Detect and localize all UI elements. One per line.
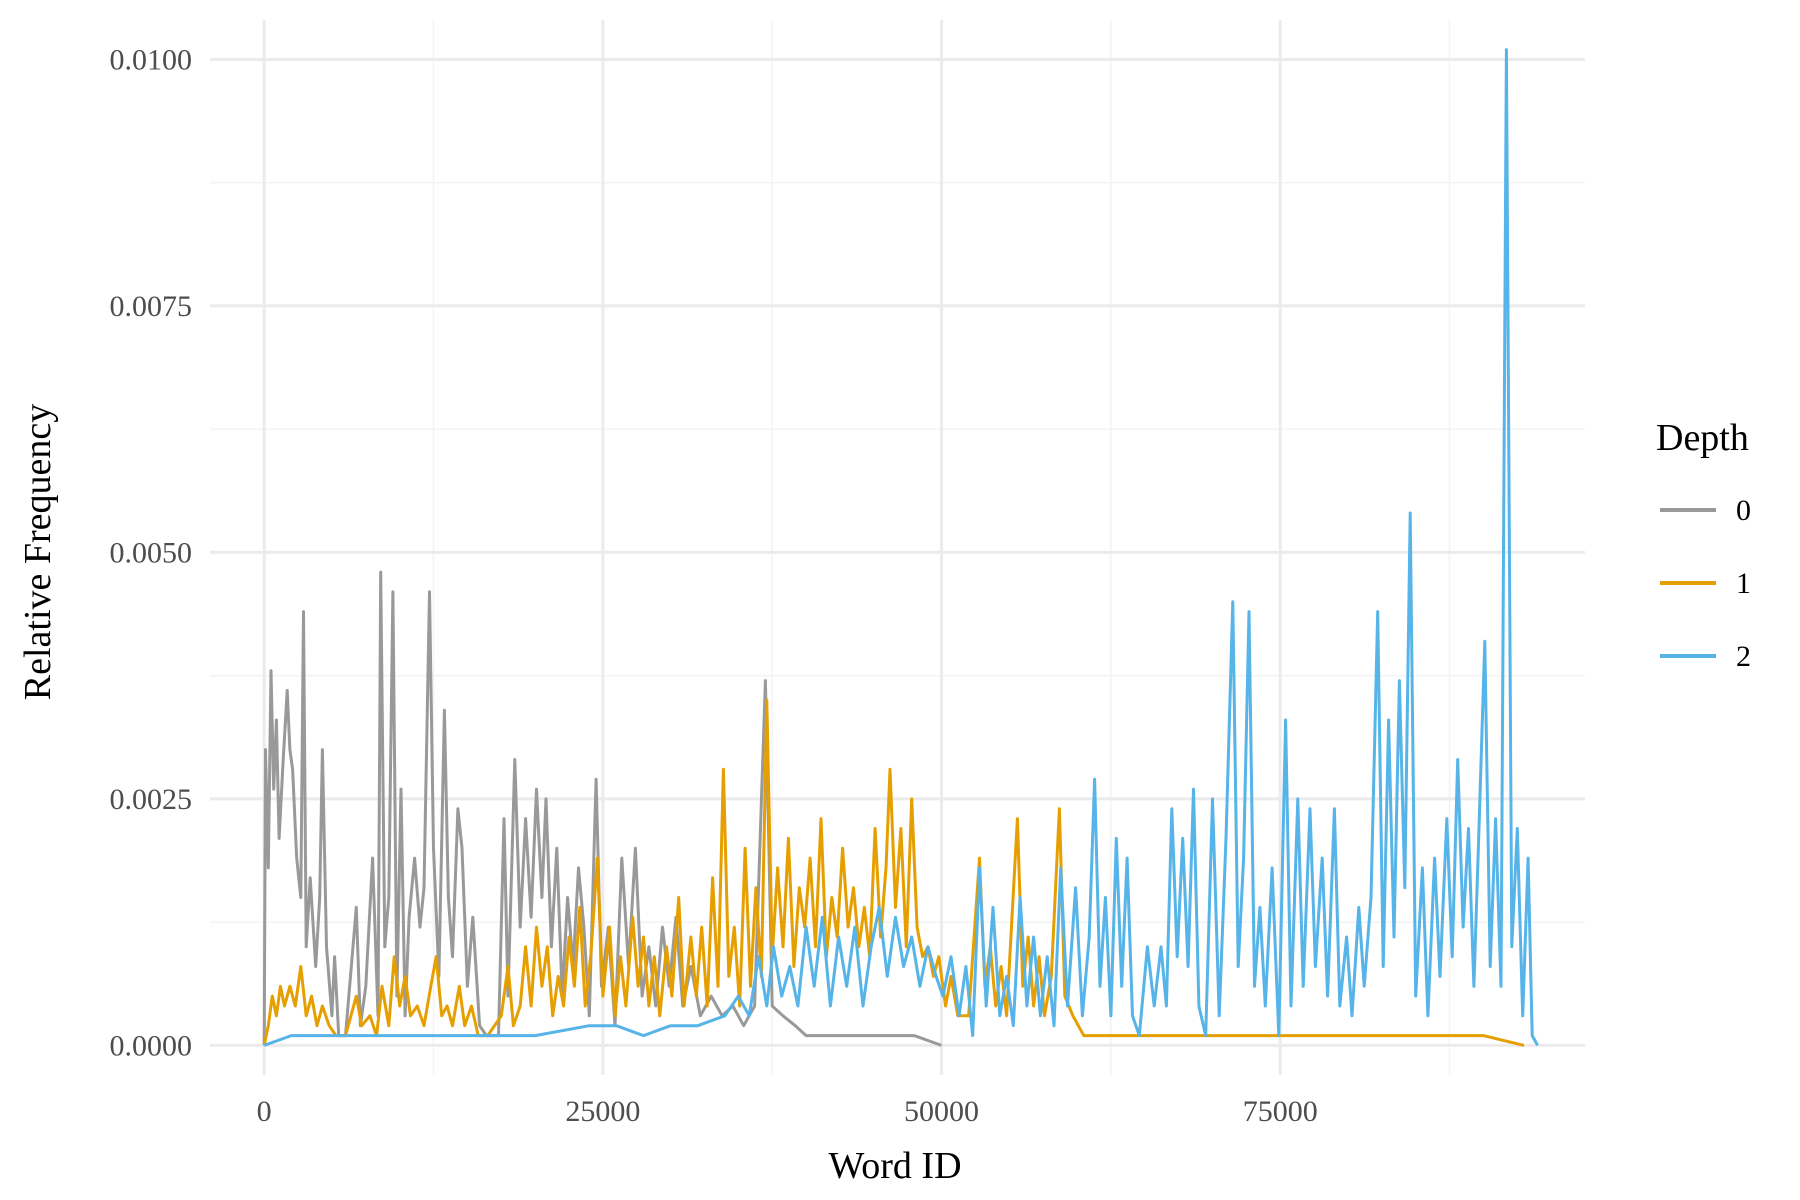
x-tick-label: 25000 (565, 1095, 640, 1128)
series-line-depth-0 (262, 570, 943, 1047)
x-axis-title: Word ID (828, 1145, 961, 1187)
y-tick-label: 0.0075 (110, 290, 193, 323)
y-tick-label: 0.0100 (110, 43, 193, 76)
series-line-depth-2 (263, 48, 1539, 1047)
legend: Depth 0 1 2 (1656, 417, 1751, 673)
y-tick-label: 0.0025 (110, 783, 193, 816)
grid (210, 20, 1585, 1075)
y-tick-label: 0.0000 (110, 1029, 193, 1062)
legend-label-depth-2: 2 (1736, 640, 1751, 673)
x-tick-label: 50000 (904, 1095, 979, 1128)
series-lines (262, 48, 1539, 1047)
legend-title: Depth (1656, 417, 1749, 459)
legend-items: 0 1 2 (1660, 494, 1751, 673)
x-tick-label: 75000 (1243, 1095, 1318, 1128)
legend-label-depth-0: 0 (1736, 494, 1751, 527)
y-axis-title: Relative Frequency (17, 404, 59, 701)
y-tick-label: 0.0050 (110, 536, 193, 569)
y-axis-ticks: 0.0000 0.0025 0.0050 0.0075 0.0100 (110, 43, 193, 1062)
x-axis-ticks: 0 25000 50000 75000 (257, 1095, 1318, 1128)
x-tick-label: 0 (257, 1095, 272, 1128)
legend-label-depth-1: 1 (1736, 567, 1751, 600)
